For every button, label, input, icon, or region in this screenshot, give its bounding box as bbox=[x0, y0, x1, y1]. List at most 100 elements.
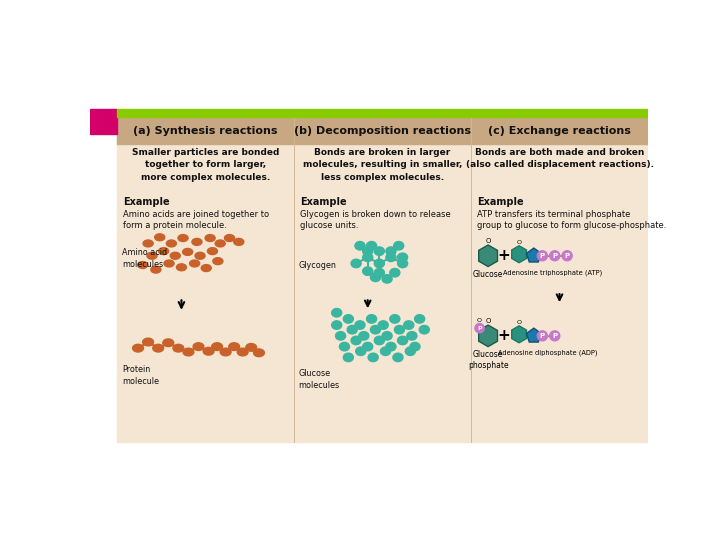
Ellipse shape bbox=[363, 247, 373, 255]
Ellipse shape bbox=[394, 241, 404, 250]
Ellipse shape bbox=[220, 348, 231, 356]
Ellipse shape bbox=[386, 342, 396, 351]
Polygon shape bbox=[526, 328, 541, 342]
Ellipse shape bbox=[155, 234, 165, 241]
Ellipse shape bbox=[405, 347, 415, 355]
Text: ATP transfers its terminal phosphate
group to glucose to form glucose-phosphate.: ATP transfers its terminal phosphate gro… bbox=[477, 210, 667, 231]
Ellipse shape bbox=[213, 258, 223, 265]
Ellipse shape bbox=[359, 332, 369, 340]
Ellipse shape bbox=[374, 268, 384, 277]
Ellipse shape bbox=[212, 343, 222, 350]
Ellipse shape bbox=[415, 315, 425, 323]
Ellipse shape bbox=[397, 336, 408, 345]
Ellipse shape bbox=[382, 332, 392, 340]
Text: P: P bbox=[540, 253, 545, 259]
Text: O: O bbox=[516, 240, 521, 245]
Text: Bonds are broken in larger
molecules, resulting in smaller,
less complex molecul: Bonds are broken in larger molecules, re… bbox=[303, 148, 462, 182]
Text: P: P bbox=[477, 326, 482, 330]
Ellipse shape bbox=[203, 347, 214, 355]
Ellipse shape bbox=[397, 259, 408, 268]
Ellipse shape bbox=[178, 234, 188, 241]
Bar bbox=[117, 117, 294, 144]
Polygon shape bbox=[479, 325, 498, 347]
Ellipse shape bbox=[386, 247, 396, 255]
Polygon shape bbox=[526, 248, 541, 262]
Ellipse shape bbox=[183, 248, 193, 255]
Text: Adenosine diphosphate (ADP): Adenosine diphosphate (ADP) bbox=[498, 350, 598, 356]
Text: Amino acid
molecules: Amino acid molecules bbox=[122, 248, 167, 269]
Ellipse shape bbox=[195, 252, 205, 259]
Ellipse shape bbox=[143, 240, 153, 247]
Ellipse shape bbox=[332, 321, 342, 329]
Ellipse shape bbox=[207, 248, 217, 254]
Ellipse shape bbox=[153, 345, 163, 352]
Ellipse shape bbox=[189, 260, 199, 267]
Text: (b) Decomposition reactions: (b) Decomposition reactions bbox=[294, 126, 471, 136]
Ellipse shape bbox=[164, 260, 174, 267]
Text: P: P bbox=[552, 333, 557, 339]
Ellipse shape bbox=[363, 253, 373, 261]
Text: O: O bbox=[485, 238, 491, 244]
Text: Glucose: Glucose bbox=[473, 269, 503, 279]
Ellipse shape bbox=[374, 259, 384, 268]
Ellipse shape bbox=[138, 261, 148, 268]
Ellipse shape bbox=[163, 339, 174, 347]
Ellipse shape bbox=[229, 343, 240, 350]
Text: Glycogen is broken down to release
glucose units.: Glycogen is broken down to release gluco… bbox=[300, 210, 451, 231]
Ellipse shape bbox=[356, 347, 366, 355]
Ellipse shape bbox=[393, 353, 403, 362]
Ellipse shape bbox=[238, 348, 248, 356]
Text: O: O bbox=[485, 318, 491, 325]
Text: +: + bbox=[498, 328, 510, 343]
Ellipse shape bbox=[253, 349, 264, 356]
Text: P: P bbox=[564, 253, 570, 259]
Text: Amino acids are joined together to
form a protein molecule.: Amino acids are joined together to form … bbox=[123, 210, 269, 231]
Ellipse shape bbox=[407, 332, 417, 340]
Text: O: O bbox=[477, 318, 482, 323]
Ellipse shape bbox=[419, 326, 429, 334]
Circle shape bbox=[549, 251, 559, 261]
Text: P: P bbox=[540, 333, 545, 339]
Ellipse shape bbox=[351, 259, 361, 268]
Ellipse shape bbox=[336, 332, 346, 340]
Text: O: O bbox=[516, 320, 521, 325]
Polygon shape bbox=[479, 245, 498, 267]
Ellipse shape bbox=[363, 342, 373, 351]
Text: Example: Example bbox=[477, 197, 524, 207]
Ellipse shape bbox=[332, 308, 342, 317]
Ellipse shape bbox=[366, 315, 377, 323]
Ellipse shape bbox=[351, 336, 361, 345]
Text: (a) Synthesis reactions: (a) Synthesis reactions bbox=[133, 126, 278, 136]
Ellipse shape bbox=[170, 252, 180, 259]
Ellipse shape bbox=[368, 353, 378, 362]
Ellipse shape bbox=[382, 275, 392, 283]
Text: Glucose
molecules: Glucose molecules bbox=[299, 369, 340, 390]
Circle shape bbox=[562, 251, 572, 261]
Bar bbox=[294, 117, 471, 144]
Text: (c) Exchange reactions: (c) Exchange reactions bbox=[488, 126, 631, 136]
Bar bbox=[117, 110, 648, 117]
Circle shape bbox=[475, 323, 485, 333]
Text: Bonds are both made and broken
(also called displacement reactions).: Bonds are both made and broken (also cal… bbox=[466, 148, 654, 170]
Ellipse shape bbox=[158, 248, 168, 254]
Ellipse shape bbox=[347, 326, 357, 334]
Text: Glucose
phosphate: Glucose phosphate bbox=[468, 350, 508, 370]
Text: Protein
molecule: Protein molecule bbox=[122, 365, 159, 386]
Ellipse shape bbox=[390, 315, 400, 323]
Circle shape bbox=[537, 331, 547, 341]
Text: Example: Example bbox=[300, 197, 347, 207]
Ellipse shape bbox=[374, 336, 384, 345]
Ellipse shape bbox=[339, 342, 349, 351]
Ellipse shape bbox=[201, 265, 211, 272]
Circle shape bbox=[549, 331, 559, 341]
Ellipse shape bbox=[363, 267, 373, 275]
Ellipse shape bbox=[378, 321, 388, 329]
Ellipse shape bbox=[374, 247, 384, 255]
Ellipse shape bbox=[410, 342, 420, 351]
Ellipse shape bbox=[355, 241, 365, 250]
Ellipse shape bbox=[147, 252, 157, 259]
Ellipse shape bbox=[166, 240, 176, 247]
Ellipse shape bbox=[386, 253, 396, 261]
Ellipse shape bbox=[390, 268, 400, 277]
Ellipse shape bbox=[132, 345, 143, 352]
